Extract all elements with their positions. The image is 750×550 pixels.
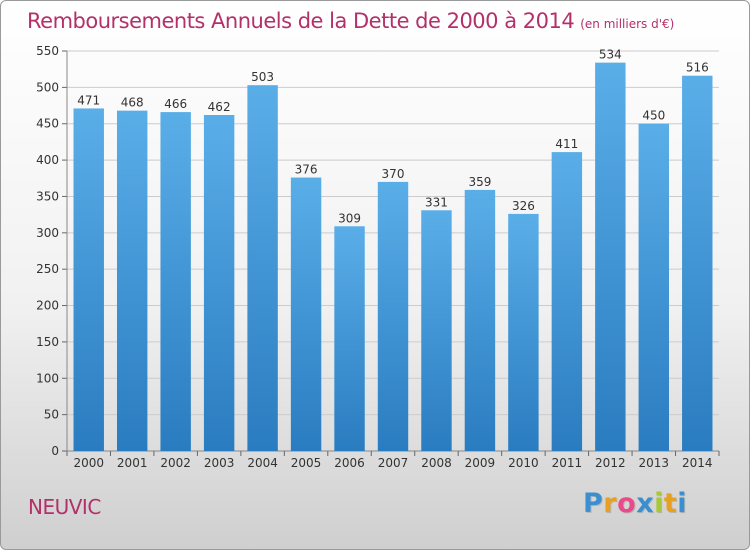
data-label-2003: 462 [208, 100, 231, 114]
data-labels: 471 468 466 462 503 376 309 370 331 359 326 411 534 4… [77, 48, 708, 226]
x-tick-label-2011: 2011 [552, 456, 583, 470]
x-tick-label-2006: 2006 [334, 456, 365, 470]
data-label-2004: 503 [251, 70, 274, 84]
y-tick-label: 400 [36, 153, 59, 167]
logo-letter: i [654, 488, 664, 519]
x-tick-label-2004: 2004 [247, 456, 278, 470]
y-tick-label: 550 [36, 44, 59, 58]
proxiti-logo[interactable]: Proxiti [583, 488, 687, 519]
bar-2008 [421, 210, 452, 451]
bar-2002 [160, 112, 191, 451]
bar-2004 [247, 85, 278, 451]
bar-2011 [551, 152, 583, 451]
x-tick-label-2007: 2007 [378, 456, 409, 470]
data-label-2012: 534 [599, 48, 622, 62]
bar-2006 [334, 226, 365, 451]
bar-2003 [203, 115, 235, 451]
x-tick-label-2003: 2003 [204, 456, 235, 470]
y-tick-label: 350 [36, 189, 59, 203]
data-label-2007: 370 [382, 167, 405, 181]
chart-title: Remboursements Annuels de la Dette de 20… [27, 9, 674, 33]
data-label-2009: 359 [468, 175, 491, 189]
commune-name: NEUVIC [28, 495, 101, 519]
x-tick-label-2008: 2008 [421, 456, 452, 470]
bar-2005 [290, 177, 322, 451]
axes: 0 50 100 150 200 250 300 350 400 450 500 550 2000 200… [36, 44, 720, 470]
y-tick-label: 200 [36, 299, 59, 313]
bar-2010 [508, 213, 539, 451]
data-label-2013: 450 [642, 109, 665, 123]
x-tick-label-2012: 2012 [595, 456, 626, 470]
x-tick-label-2005: 2005 [291, 456, 322, 470]
bar-2012 [595, 62, 626, 452]
x-tick-label-2001: 2001 [117, 456, 148, 470]
x-tick-label-2013: 2013 [639, 456, 670, 470]
logo-letter: i [677, 488, 688, 519]
data-label-2005: 376 [295, 163, 318, 177]
logo-letter: r [603, 488, 618, 519]
chart-unit: (en milliers d'€) [580, 17, 675, 31]
x-tick-label-2002: 2002 [160, 456, 191, 470]
bar-2000 [73, 108, 104, 452]
y-tick-label: 0 [51, 444, 59, 458]
logo-letter: P [583, 488, 604, 519]
chart-title-text: Remboursements Annuels de la Dette de 20… [27, 9, 575, 33]
y-tick-label: 300 [36, 226, 59, 240]
y-tick-label: 50 [44, 408, 59, 422]
logo-letter: o [617, 488, 637, 519]
bar-2001 [116, 110, 148, 452]
data-label-2001: 468 [121, 96, 144, 110]
logo-letter: t [663, 488, 678, 519]
bar-2014 [682, 75, 713, 452]
y-tick-label: 250 [36, 262, 59, 276]
bar-2007 [377, 181, 409, 451]
data-label-2006: 309 [338, 211, 361, 225]
data-label-2014: 516 [686, 61, 709, 75]
bar-2013 [638, 123, 670, 452]
y-tick-label: 150 [36, 335, 59, 349]
data-label-2008: 331 [425, 195, 448, 209]
y-tick-label: 450 [36, 117, 59, 131]
x-tick-label-2009: 2009 [465, 456, 496, 470]
y-tick-label: 100 [36, 371, 59, 385]
logo-letter: x [636, 488, 655, 519]
bars [73, 62, 713, 452]
y-tick-label: 500 [36, 80, 59, 94]
data-label-2010: 326 [512, 199, 535, 213]
data-label-2000: 471 [77, 93, 100, 107]
data-label-2011: 411 [555, 137, 578, 151]
data-label-2002: 466 [164, 97, 187, 111]
x-tick-label-2014: 2014 [682, 456, 713, 470]
x-tick-label-2010: 2010 [508, 456, 539, 470]
bar-2009 [464, 189, 496, 451]
x-tick-label-2000: 2000 [73, 456, 104, 470]
